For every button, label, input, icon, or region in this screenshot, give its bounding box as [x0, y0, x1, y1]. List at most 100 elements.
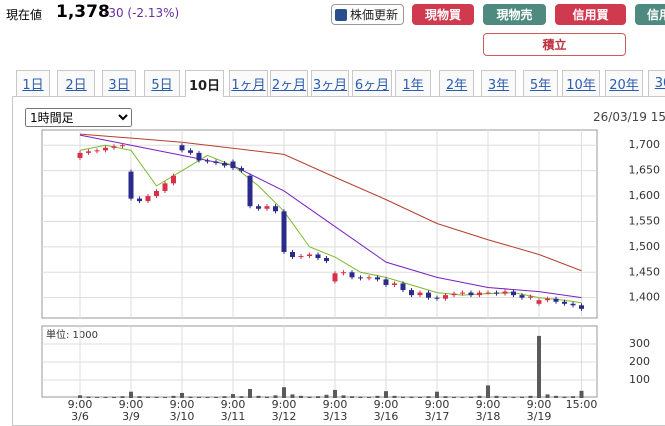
volume-bar — [486, 385, 490, 398]
chart-panel — [12, 96, 665, 426]
volume-bar — [316, 396, 320, 398]
price-plot — [41, 129, 598, 319]
volume-bar — [256, 395, 261, 398]
volume-bar — [299, 395, 303, 398]
volume-bar — [78, 395, 82, 398]
refresh-icon — [335, 8, 347, 21]
candle-body — [443, 295, 448, 299]
spot-buy-button[interactable]: 現物買 — [412, 4, 474, 25]
candle-body — [188, 150, 193, 153]
period-tab[interactable]: 3日 — [102, 70, 136, 96]
volume-bar — [367, 396, 371, 398]
volume-bar — [188, 396, 193, 398]
candle-body — [162, 183, 168, 191]
x-tick-date: 3/19 — [527, 410, 552, 422]
x-tick-time: 9:00 — [170, 398, 195, 411]
period-tab[interactable]: 30 — [648, 70, 665, 96]
candle-body — [315, 254, 321, 259]
candle-body — [400, 283, 406, 291]
period-tab[interactable]: 5日 — [144, 70, 180, 96]
period-tab[interactable]: 5年 — [523, 70, 558, 96]
x-tick-time: 9:00 — [221, 398, 246, 411]
volume-bar — [214, 396, 218, 398]
volume-bar — [435, 391, 439, 398]
candle-body — [528, 296, 533, 298]
candle-body — [145, 196, 151, 202]
y-tick-label: 1,700 — [629, 138, 661, 151]
period-tab[interactable]: 20年 — [605, 70, 643, 96]
refresh-button[interactable]: 株価更新 — [331, 4, 404, 25]
volume-tick-label: 300 — [629, 337, 650, 350]
y-tick-label: 1,500 — [629, 240, 661, 253]
x-tick-time: 9:00 — [68, 398, 93, 411]
period-tab[interactable]: 10日 — [185, 70, 224, 97]
moving-average — [79, 133, 582, 272]
x-tick-date: 3/17 — [425, 410, 450, 422]
margin-buy-button[interactable]: 信用買 — [555, 4, 626, 25]
volume-bar — [146, 396, 150, 398]
interval-select[interactable]: 1時間足 — [25, 108, 132, 127]
volume-bar — [452, 396, 456, 398]
accumulate-button[interactable]: 積立 — [483, 33, 626, 56]
volume-bar — [511, 396, 516, 398]
volume-bar — [137, 396, 142, 398]
candle-body — [332, 273, 338, 282]
candle-body — [519, 295, 525, 298]
volume-bar — [282, 387, 286, 398]
period-tab[interactable]: 10年 — [562, 70, 600, 96]
volume-bar — [545, 394, 550, 398]
candle-body — [383, 279, 389, 285]
candle-body — [511, 291, 516, 296]
candle-body — [502, 291, 508, 294]
volume-bar — [409, 396, 414, 398]
volume-bar — [248, 389, 252, 398]
volume-bar — [426, 396, 431, 398]
x-tick-date: 3/16 — [374, 410, 399, 422]
candle-body — [247, 175, 253, 207]
candle-body — [434, 297, 440, 299]
volume-bar — [358, 396, 363, 398]
candle-body — [570, 303, 576, 306]
period-tab[interactable]: 1日 — [16, 70, 50, 96]
spot-sell-button[interactable]: 現物売 — [483, 4, 546, 25]
candle-body — [205, 160, 210, 162]
candle-body — [213, 161, 219, 164]
volume-bar — [273, 395, 278, 398]
y-tick-label: 1,550 — [629, 214, 661, 227]
x-tick-time: 15:00 — [566, 398, 598, 411]
period-tab[interactable]: 6ヶ月 — [352, 70, 392, 96]
period-tab[interactable]: 3ヶ月 — [311, 70, 349, 96]
moving-average — [79, 134, 582, 299]
y-tick-label: 1,600 — [629, 189, 661, 202]
period-tab[interactable]: 3年 — [481, 70, 516, 96]
candle-body — [494, 292, 499, 294]
period-tab[interactable]: 2日 — [57, 70, 95, 96]
candle-body — [256, 206, 261, 209]
volume-bar — [341, 395, 346, 398]
price: 1,378 — [56, 2, 110, 22]
volume-bar — [290, 394, 295, 398]
candle-body — [128, 171, 134, 199]
margin-sell-button[interactable]: 信用売 — [635, 4, 665, 25]
period-tab[interactable]: 1ヶ月 — [229, 70, 268, 96]
period-tab[interactable]: 2ヶ月 — [270, 70, 308, 96]
candle-body — [545, 298, 550, 301]
price-label: 現在値 — [6, 8, 43, 22]
volume-bar — [460, 397, 465, 398]
candle-body — [579, 305, 584, 309]
volume-bar — [503, 396, 507, 398]
candle-body — [553, 298, 559, 302]
volume-bar — [537, 335, 541, 398]
volume-bar — [222, 396, 227, 398]
x-tick-date: 3/13 — [323, 410, 348, 422]
candle-body — [451, 293, 457, 296]
candle-body — [426, 292, 431, 298]
period-tab[interactable]: 1年 — [395, 70, 431, 96]
candle-body — [298, 256, 304, 258]
volume-bar — [231, 394, 235, 398]
period-tab[interactable]: 2年 — [439, 70, 474, 96]
candle-body — [324, 258, 329, 262]
volume-bar — [180, 392, 184, 398]
